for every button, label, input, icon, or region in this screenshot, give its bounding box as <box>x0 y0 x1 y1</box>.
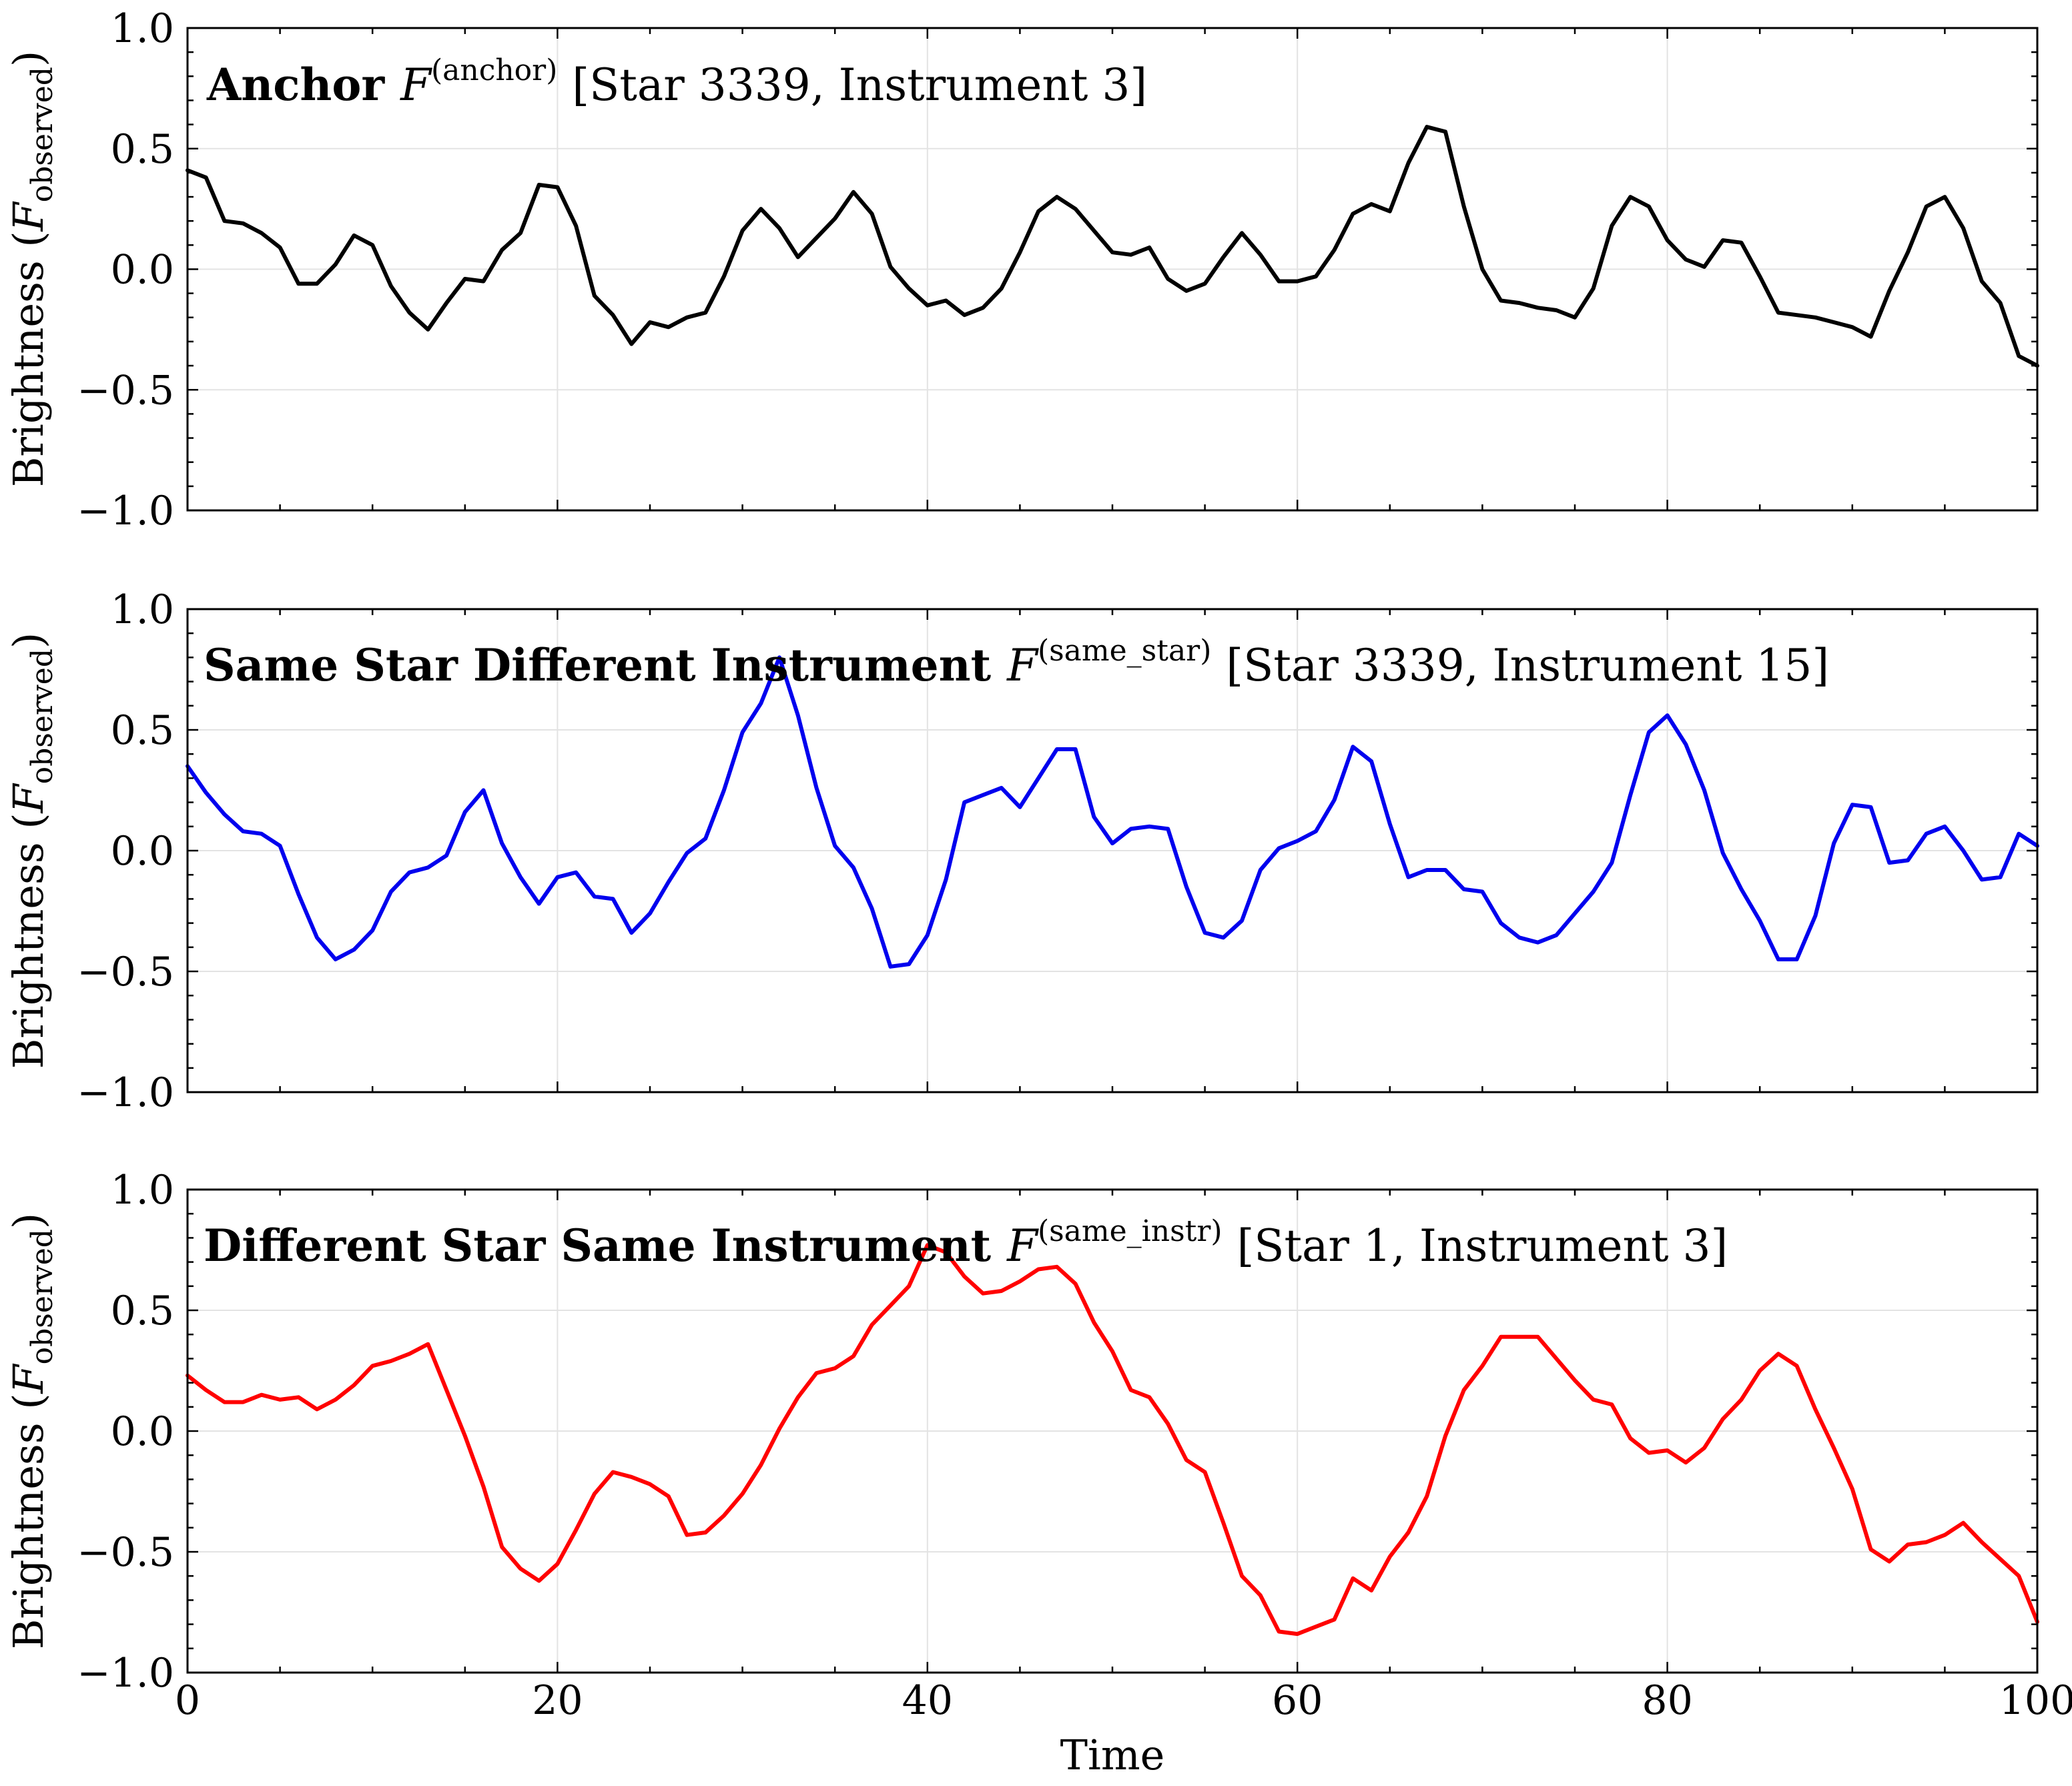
panel-same-star-ylabel: Brightness (Fobserved) <box>4 632 59 1069</box>
anchor-ytick-label: −1.0 <box>77 488 174 534</box>
x-axis-label: Time <box>1060 1731 1165 1779</box>
same-star-ytick-label: −0.5 <box>77 949 174 995</box>
same-star-ytick-label: −1.0 <box>77 1069 174 1116</box>
anchor-series-line <box>186 125 2039 368</box>
same-instr-xtick-label: 0 <box>175 1677 200 1724</box>
panel-anchor-ylabel: Brightness (Fobserved) <box>4 51 59 487</box>
panel-same-instr-title: Different Star Same Instrument F(same_ins… <box>204 1214 1728 1272</box>
same-instr-series-line <box>186 1243 2039 1637</box>
anchor-ytick-label: 0.0 <box>111 247 174 294</box>
same-instr-xtick-label: 80 <box>1642 1677 1692 1724</box>
same-star-ytick-label: 0.5 <box>111 707 174 754</box>
same-instr-xtick-label: 40 <box>902 1677 953 1724</box>
anchor-gridlines <box>188 28 2037 510</box>
panel-same-star: Brightness (Fobserved) −1.0 −0.5 0.0 0.5 1.0… <box>4 586 2039 1116</box>
anchor-ytick-label: 0.5 <box>111 126 174 173</box>
anchor-ytick-label: −0.5 <box>77 367 174 414</box>
same-star-ytick-label: 1.0 <box>111 586 174 633</box>
same-instr-ytick-label: −1.0 <box>77 1650 174 1697</box>
same-instr-ytick-label: 0.5 <box>111 1288 174 1334</box>
same-instr-ytick-label: 1.0 <box>111 1167 174 1214</box>
anchor-ytick-label: 1.0 <box>111 5 174 52</box>
panel-same-instr: Brightness (Fobserved) Time −1.0 −0.5 0.0 0… <box>4 1167 2072 1779</box>
same-instr-xtick-label: 100 <box>1999 1677 2072 1724</box>
panel-anchor: Brightness (Fobserved) −1.0 −0.5 0.0 0.5 1.0… <box>4 5 2039 534</box>
panel-same-instr-ylabel: Brightness (Fobserved) <box>4 1213 59 1649</box>
same-instr-xtick-label: 60 <box>1272 1677 1323 1724</box>
same-instr-gridlines <box>188 1190 2037 1673</box>
same-instr-ytick-label: −0.5 <box>77 1529 174 1576</box>
same-star-ytick-label: 0.0 <box>111 828 174 875</box>
same-star-series-line <box>186 655 2039 969</box>
same-star-gridlines <box>188 609 2037 1092</box>
panel-anchor-title: Anchor F(anchor) [Star 3339, Instrument 3] <box>206 53 1147 111</box>
panel-same-star-title: Same Star Different Instrument F(same_sta… <box>204 634 1829 691</box>
same-instr-xtick-label: 20 <box>532 1677 583 1724</box>
same-instr-ytick-label: 0.0 <box>111 1408 174 1455</box>
